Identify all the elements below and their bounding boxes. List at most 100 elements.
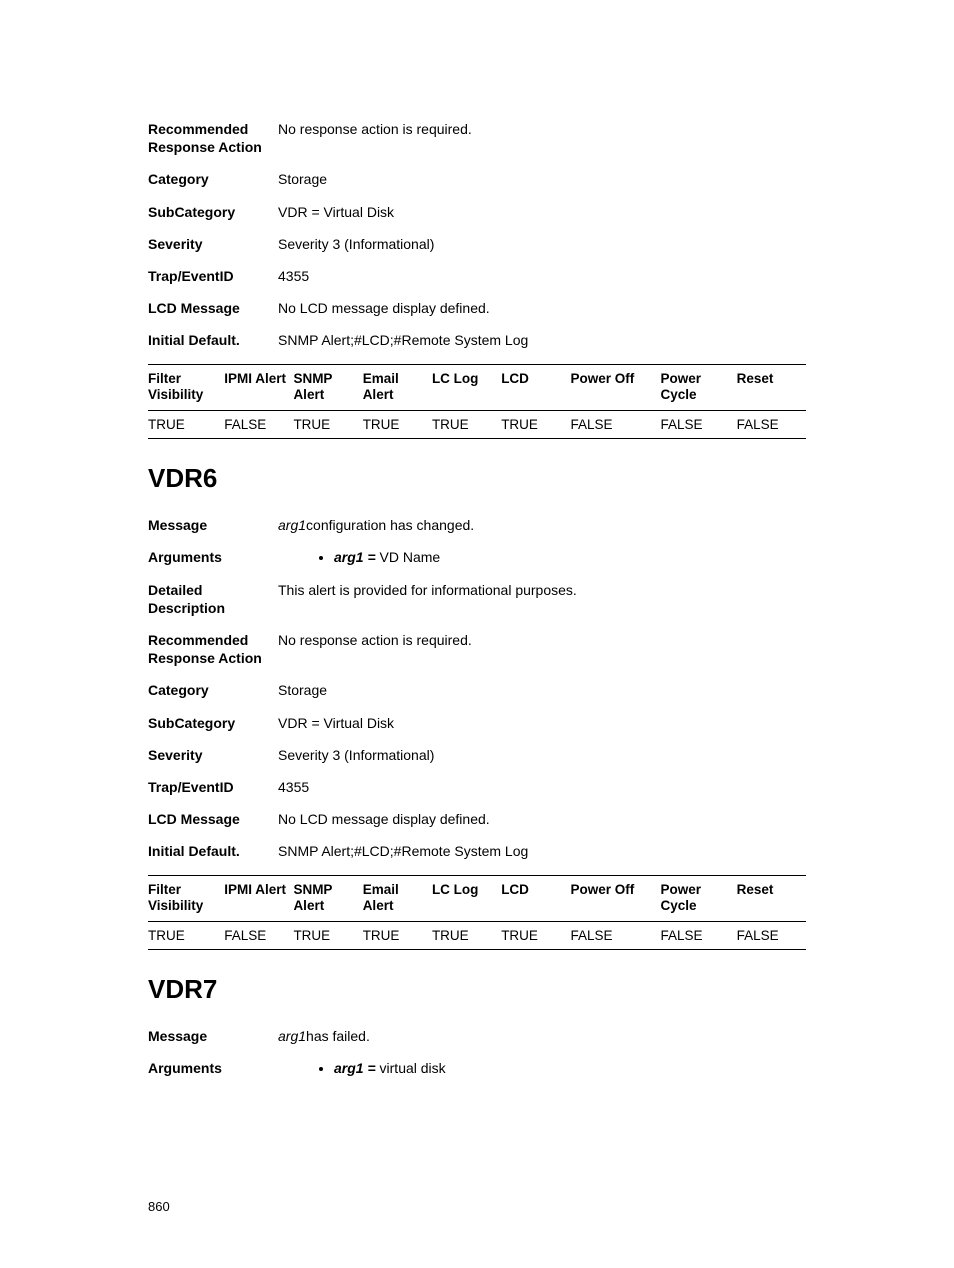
field-row: Arguments arg1 = VD Name: [148, 548, 806, 566]
field-row: Initial Default. SNMP Alert;#LCD;#Remote…: [148, 331, 806, 349]
table-row: TRUEFALSETRUETRUETRUETRUEFALSEFALSEFALSE: [148, 411, 806, 439]
trap-label: Trap/EventID: [148, 267, 278, 285]
message-arg: arg1: [278, 1028, 306, 1044]
page-number: 860: [148, 1199, 170, 1214]
severity-label: Severity: [148, 235, 278, 253]
message-arg: arg1: [278, 517, 306, 533]
arguments-label: Arguments: [148, 1059, 278, 1077]
severity-value: Severity 3 (Informational): [278, 235, 806, 253]
table-header-cell: Reset: [737, 364, 806, 411]
recommended-label: Recommended Response Action: [148, 631, 278, 667]
arg-desc: virtual disk: [376, 1060, 446, 1076]
trap-value: 4355: [278, 267, 806, 285]
field-row: SubCategory VDR = Virtual Disk: [148, 203, 806, 221]
field-row: LCD Message No LCD message display defin…: [148, 299, 806, 317]
block1-fields: Recommended Response Action No response …: [148, 120, 806, 350]
field-row: SubCategory VDR = Virtual Disk: [148, 714, 806, 732]
table-cell: FALSE: [737, 922, 806, 950]
arg-item: arg1 = virtual disk: [334, 1059, 806, 1077]
severity-value: Severity 3 (Informational): [278, 746, 806, 764]
category-value: Storage: [278, 681, 806, 699]
table-header-cell: Email Alert: [363, 875, 432, 922]
field-row: Severity Severity 3 (Informational): [148, 746, 806, 764]
trap-label: Trap/EventID: [148, 778, 278, 796]
detailed-value: This alert is provided for informational…: [278, 581, 806, 599]
category-label: Category: [148, 170, 278, 188]
table-cell: TRUE: [501, 922, 570, 950]
table-header-cell: Filter Visibility: [148, 875, 224, 922]
arg-desc: VD Name: [376, 549, 441, 565]
table-header-cell: LCD: [501, 875, 570, 922]
arg-item: arg1 = VD Name: [334, 548, 806, 566]
detailed-label: Detailed Description: [148, 581, 278, 617]
table-row: TRUEFALSETRUETRUETRUETRUEFALSEFALSEFALSE: [148, 922, 806, 950]
field-row: Initial Default. SNMP Alert;#LCD;#Remote…: [148, 842, 806, 860]
table-header-cell: Power Cycle: [660, 875, 736, 922]
table-cell: TRUE: [363, 922, 432, 950]
table-header-cell: SNMP Alert: [293, 875, 362, 922]
recommended-value: No response action is required.: [278, 631, 806, 649]
table-cell: FALSE: [224, 411, 293, 439]
message-label: Message: [148, 516, 278, 534]
table-cell: TRUE: [148, 411, 224, 439]
initial-label: Initial Default.: [148, 842, 278, 860]
vdr7-heading: VDR7: [148, 974, 806, 1005]
arguments-value: arg1 = VD Name: [278, 548, 806, 566]
subcategory-label: SubCategory: [148, 714, 278, 732]
table-cell: TRUE: [293, 922, 362, 950]
table-cell: FALSE: [224, 922, 293, 950]
recommended-value: No response action is required.: [278, 120, 806, 138]
table-cell: TRUE: [363, 411, 432, 439]
category-label: Category: [148, 681, 278, 699]
arguments-value: arg1 = virtual disk: [278, 1059, 806, 1077]
page: Recommended Response Action No response …: [0, 0, 954, 1268]
table-cell: TRUE: [432, 411, 501, 439]
arg-list: arg1 = VD Name: [334, 548, 806, 566]
initial-value: SNMP Alert;#LCD;#Remote System Log: [278, 842, 806, 860]
field-row: Trap/EventID 4355: [148, 778, 806, 796]
field-row: Arguments arg1 = virtual disk: [148, 1059, 806, 1077]
message-rest: configuration has changed.: [306, 517, 474, 533]
arg-list: arg1 = virtual disk: [334, 1059, 806, 1077]
field-row: Severity Severity 3 (Informational): [148, 235, 806, 253]
table-cell: FALSE: [660, 411, 736, 439]
vdr6-table: Filter VisibilityIPMI AlertSNMP AlertEma…: [148, 875, 806, 951]
message-value: arg1has failed.: [278, 1027, 806, 1045]
message-value: arg1configuration has changed.: [278, 516, 806, 534]
field-row: LCD Message No LCD message display defin…: [148, 810, 806, 828]
vdr6-fields: Message arg1configuration has changed. A…: [148, 516, 806, 860]
subcategory-label: SubCategory: [148, 203, 278, 221]
table-header-cell: Email Alert: [363, 364, 432, 411]
field-row: Trap/EventID 4355: [148, 267, 806, 285]
table-header-cell: IPMI Alert: [224, 875, 293, 922]
severity-label: Severity: [148, 746, 278, 764]
recommended-label: Recommended Response Action: [148, 120, 278, 156]
table-header-cell: Filter Visibility: [148, 364, 224, 411]
table-header-cell: LC Log: [432, 875, 501, 922]
table-cell: TRUE: [432, 922, 501, 950]
field-row: Detailed Description This alert is provi…: [148, 581, 806, 617]
field-row: Category Storage: [148, 170, 806, 188]
table-header-cell: Reset: [737, 875, 806, 922]
table-header-row: Filter VisibilityIPMI AlertSNMP AlertEma…: [148, 875, 806, 922]
table-cell: TRUE: [501, 411, 570, 439]
field-row: Category Storage: [148, 681, 806, 699]
table-header-cell: Power Off: [570, 364, 660, 411]
subcategory-value: VDR = Virtual Disk: [278, 714, 806, 732]
lcdmsg-label: LCD Message: [148, 810, 278, 828]
field-row: Message arg1configuration has changed.: [148, 516, 806, 534]
arguments-label: Arguments: [148, 548, 278, 566]
field-row: Recommended Response Action No response …: [148, 631, 806, 667]
vdr6-heading: VDR6: [148, 463, 806, 494]
category-value: Storage: [278, 170, 806, 188]
block1-table: Filter VisibilityIPMI AlertSNMP AlertEma…: [148, 364, 806, 440]
field-row: Message arg1has failed.: [148, 1027, 806, 1045]
table-cell: FALSE: [660, 922, 736, 950]
table-cell: FALSE: [737, 411, 806, 439]
table-cell: FALSE: [570, 922, 660, 950]
table-cell: FALSE: [570, 411, 660, 439]
lcdmsg-label: LCD Message: [148, 299, 278, 317]
message-label: Message: [148, 1027, 278, 1045]
table-cell: TRUE: [293, 411, 362, 439]
arg-name: arg1 =: [334, 1060, 376, 1076]
